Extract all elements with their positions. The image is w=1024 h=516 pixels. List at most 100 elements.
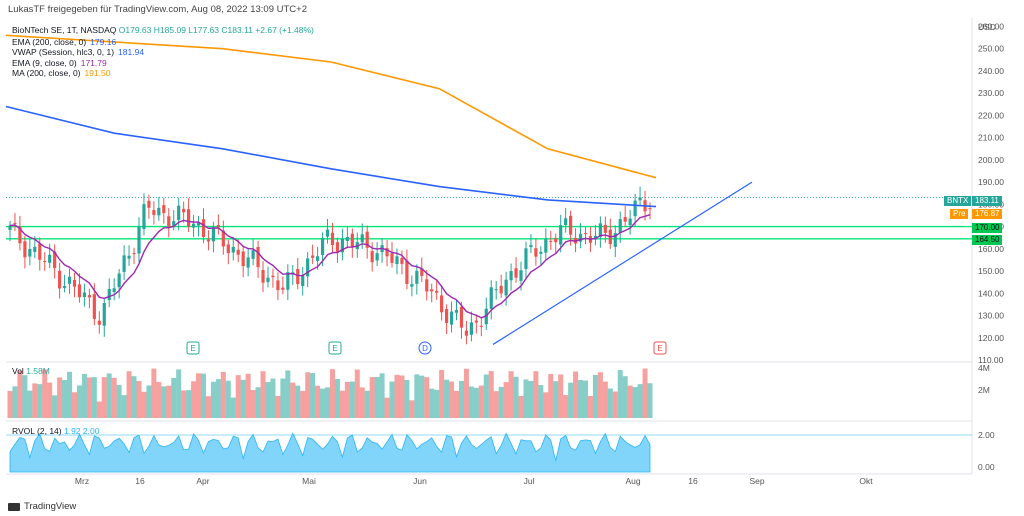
volume-bar [364,390,370,418]
event-marker[interactable]: E [328,341,342,355]
volume-bar [359,387,365,418]
volume-bar [548,374,554,418]
indicator-legend: EMA (200, close, 0) 179.16 VWAP (Session,… [12,37,144,79]
time-tick-label: 16 [688,476,698,486]
volume-bar [131,376,137,418]
share-header: LukasTF freigegeben für TradingView.com,… [8,4,307,15]
volume-bar [27,390,33,418]
candle-body [464,330,469,336]
candle-body [13,222,17,224]
time-tick-label: Mrz [75,476,89,486]
volume-bar [632,386,638,418]
volume-bar [399,375,405,418]
candle-body [107,288,111,301]
candle-body [187,209,191,227]
candle-body [479,325,483,327]
volume-bar [310,373,316,418]
price-tick-label: 140.00 [978,288,1004,298]
volume-bar [463,368,469,418]
candle-body [132,253,136,255]
legend-ema200[interactable]: EMA (200, close, 0) 179.16 [12,37,117,47]
price-tick-label: 110.00 [978,355,1004,365]
volume-bar [622,376,628,418]
volume-bar [245,373,251,418]
volume-bar [210,381,216,418]
candle-body [177,205,181,221]
volume-bar [454,390,460,418]
time-tick-label: Jun [413,476,427,486]
volume-bar [642,368,648,418]
volume-bar [295,385,301,418]
candle-body [390,253,394,263]
volume-bar [523,379,529,418]
legend-ema9[interactable]: EMA (9, close, 0) 171.79 [12,57,107,68]
candle-body [266,277,270,282]
candle-body [67,276,72,284]
volume-bar [305,372,311,418]
candle-body [72,280,77,287]
volume-bar [617,370,623,418]
volume-bar [568,382,574,418]
candle-body [92,294,96,319]
volume-bar [329,369,335,418]
time-tick-label: 16 [135,476,145,486]
volume-bar [96,401,102,418]
candle-body [633,200,637,217]
volume-bar [37,384,43,418]
candle-body [77,284,82,298]
candle-body [33,246,37,252]
candle-body [87,295,91,298]
volume-bar [369,377,375,418]
volume-bar [22,375,28,418]
volume-bar [478,385,484,418]
candle-body [97,320,101,325]
volume-bar [161,386,167,418]
volume-bar [424,377,430,418]
volume-bar [647,383,653,418]
candle-body [102,303,106,326]
volume-bar [508,371,514,418]
candle-body [410,284,414,287]
event-marker[interactable]: E [186,341,200,355]
volume-bar [255,387,261,418]
candle-body [549,240,553,242]
price-tag-bntx: BNTX [944,196,972,206]
volume-bar [171,377,177,418]
event-marker[interactable]: D [418,341,432,355]
event-marker[interactable]: E [653,341,667,355]
legend-vwap[interactable]: VWAP (Session, hlc3, 0, 1) 181.94 [12,47,145,58]
candle-body [296,268,300,285]
volume-bar [86,377,92,418]
svg-text:E: E [657,344,662,353]
volume-bar [449,381,455,418]
volume-axis-2m: 2M [978,385,990,395]
tradingview-logo-icon [8,502,20,511]
price-tag-pre: Pre [950,209,969,219]
volume-legend[interactable]: Vol 1.58M [12,366,50,376]
price-tick-label: 230.00 [978,88,1004,98]
candle-body [554,238,558,243]
candle-body [256,247,260,268]
volume-axis-4m: 4M [978,363,990,373]
volume-bar [220,371,226,418]
candle-body [157,207,161,216]
symbol-name[interactable]: BioNTech SE, 1T, NASDAQ [12,25,117,35]
candle-body [276,280,280,291]
rvol-legend[interactable]: RVOL (2, 14) 1.92 2.00 [12,426,100,436]
volume-bar [156,382,162,418]
volume-bar [458,380,464,418]
candle-body [320,238,325,256]
footer-brand[interactable]: TradingView [8,501,76,512]
volume-bar [225,380,231,418]
price-tick-label: 250.00 [978,44,1004,54]
volume-bar [538,385,544,418]
legend-ma200[interactable]: MA (200, close, 0) 191.50 [12,68,111,79]
price-tick-label: 260.00 [978,21,1004,31]
volume-bar [553,381,559,418]
volume-bar [141,391,147,418]
volume-bar [607,388,613,418]
volume-bar [166,385,172,418]
volume-bar [101,377,107,418]
candle-body [430,289,434,292]
